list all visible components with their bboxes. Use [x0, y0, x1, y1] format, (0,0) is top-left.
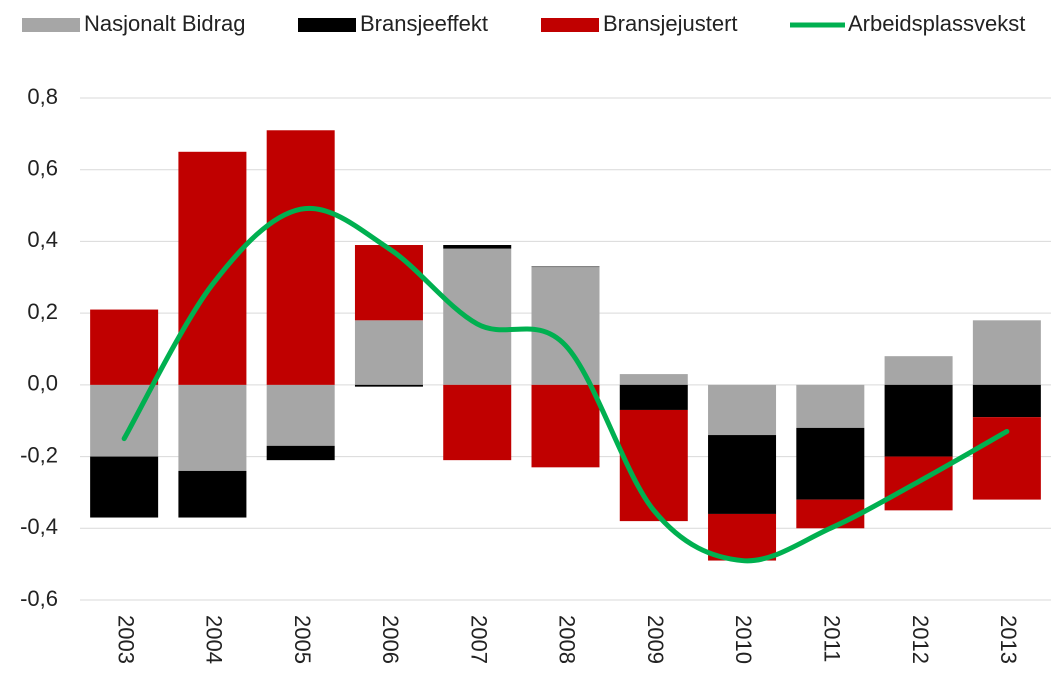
- bar: [619, 374, 688, 385]
- bar: [266, 445, 335, 461]
- bar: [354, 384, 423, 387]
- y-tick-label: -0,4: [20, 514, 58, 539]
- bar: [972, 320, 1041, 385]
- bar: [90, 309, 159, 385]
- bar: [884, 384, 953, 457]
- bar: [972, 384, 1041, 418]
- bar: [708, 435, 777, 514]
- y-tick-label: 0,0: [27, 371, 58, 396]
- bar: [443, 245, 512, 249]
- line: [121, 205, 1010, 564]
- bar: [531, 266, 600, 268]
- legend-label: Bransjeeffekt: [360, 11, 488, 36]
- bar: [90, 456, 159, 518]
- y-tick-label: -0,2: [20, 442, 58, 467]
- legend-swatch: [541, 18, 599, 32]
- bar: [443, 248, 512, 385]
- legend-label: Nasjonalt Bidrag: [84, 11, 245, 36]
- bar: [884, 356, 953, 385]
- bar: [796, 427, 865, 500]
- bar: [708, 513, 777, 561]
- y-tick-label: 0,2: [27, 299, 58, 324]
- bar: [796, 499, 865, 529]
- bar: [266, 130, 335, 385]
- x-tick-label: 2013: [996, 615, 1021, 664]
- bar: [619, 384, 688, 410]
- x-tick-label: 2005: [290, 615, 315, 664]
- x-tick-label: 2006: [378, 615, 403, 664]
- x-tick-label: 2011: [820, 615, 845, 662]
- x-tick-label: 2010: [731, 615, 756, 664]
- bar: [354, 245, 423, 321]
- bar: [708, 384, 777, 436]
- y-tick-label: 0,6: [27, 156, 58, 181]
- y-tick-label: 0,8: [27, 84, 58, 109]
- legend-swatch: [298, 18, 356, 32]
- x-tick-label: 2012: [908, 615, 933, 664]
- x-tick-label: 2009: [643, 615, 668, 664]
- bar: [531, 266, 600, 385]
- bar: [178, 384, 247, 471]
- x-tick-label: 2008: [555, 615, 580, 664]
- bar: [178, 470, 247, 518]
- y-tick-label: -0,6: [20, 586, 58, 611]
- bar: [796, 384, 865, 428]
- legend-label: Arbeidsplassvekst: [848, 11, 1025, 36]
- x-tick-label: 2007: [466, 615, 491, 664]
- bar: [178, 151, 247, 385]
- bar: [619, 409, 688, 522]
- x-tick-label: 2003: [113, 615, 138, 664]
- bar: [531, 384, 600, 468]
- bar: [266, 384, 335, 446]
- x-tick-label: 2004: [202, 615, 227, 664]
- bar: [354, 320, 423, 385]
- y-tick-label: 0,4: [27, 227, 58, 252]
- bar: [443, 384, 512, 461]
- legend-label: Bransjejustert: [603, 11, 738, 36]
- legend-swatch: [22, 18, 80, 32]
